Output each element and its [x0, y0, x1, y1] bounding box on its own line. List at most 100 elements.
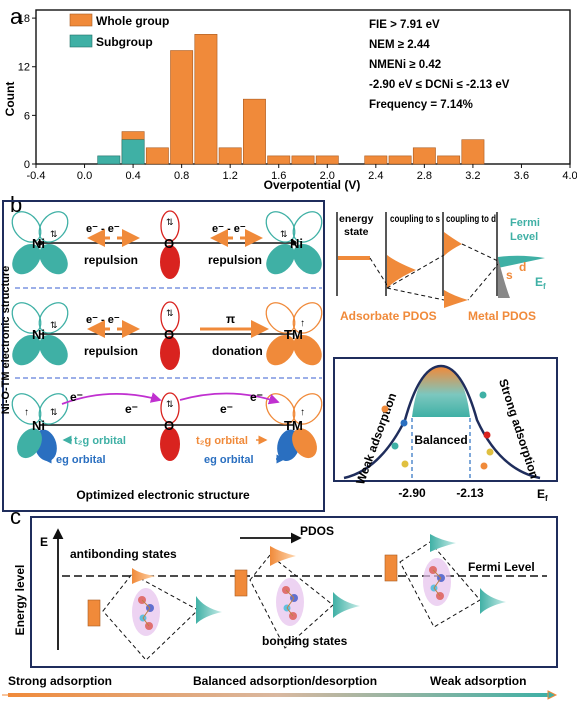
x-tick-label: 4.0 [562, 170, 577, 182]
ee-right: e⁻ - e⁻ [212, 223, 246, 235]
svg-text:↑: ↑ [24, 407, 29, 418]
weak-adsorption-label: Weak adsorption [353, 391, 399, 486]
atom-ni-row3: Ni [32, 418, 45, 433]
eg-left: eg orbital [56, 454, 106, 466]
legend-swatch-whole [69, 13, 93, 27]
energy-level-label: Energy level [13, 565, 27, 636]
criterion-nmeni: NMENi ≥ 0.42 [369, 59, 441, 71]
metal-pdos-label: Metal PDOS [468, 309, 536, 323]
atom-ni-right: Ni [290, 236, 303, 251]
hdr-coupling-s: coupling to s [390, 213, 440, 225]
bar-whole-12 [437, 155, 461, 165]
atom-o-row2: O [164, 327, 174, 342]
svg-text:⇅: ⇅ [166, 308, 174, 318]
row-1: Ni ⇅ Ni ⇅ O ⇅ e⁻ - e⁻ e⁻ - e⁻ repulsion … [11, 210, 323, 279]
spin-pair: ⇅ [50, 229, 58, 239]
bar-whole-8 [315, 155, 339, 165]
criterion-fie: FIE > 7.91 eV [369, 19, 440, 31]
balanced-adsorption-bottom: Balanced adsorption/desorption [193, 674, 377, 688]
x-tick-label: 2.4 [368, 170, 383, 182]
config-strong [87, 568, 222, 661]
bar-whole-1 [145, 147, 169, 165]
o-orbital-row1 [160, 210, 180, 279]
x-tick-label: 3.2 [465, 170, 480, 182]
e-label-3: e⁻ [220, 402, 233, 416]
hdr-energy-2: state [344, 226, 369, 238]
atom-o-row3: O [164, 418, 174, 433]
tick-minus-2-13: -2.13 [456, 486, 484, 500]
ni-o-tm-box [2, 200, 325, 512]
ee-row2: e⁻ - e⁻ [86, 314, 120, 326]
criterion-dcni: -2.90 eV ≤ DCNi ≤ -2.13 eV [369, 79, 510, 91]
bar-whole-6 [267, 155, 291, 165]
bar-whole-2 [170, 50, 194, 165]
eg-right: eg orbital [204, 454, 254, 466]
strong-adsorption-bottom: Strong adsorption [8, 674, 112, 688]
pdos-label: PDOS [300, 524, 334, 538]
t2g-right: t₂g orbital [196, 435, 248, 447]
side-label: Ni-O-TM electronic structure [0, 266, 12, 415]
bar-whole-9 [364, 155, 388, 165]
bar-sub-1 [121, 139, 145, 165]
s-label: s [506, 268, 513, 282]
fermi-label-2: Level [510, 231, 538, 243]
panel-c-box [30, 516, 558, 668]
bonding-states-label: bonding states [262, 634, 348, 648]
transfer-arc-2 [179, 392, 280, 405]
svg-text:⇅: ⇅ [166, 399, 174, 409]
tm-orbital-row3 [265, 393, 323, 461]
repulsion-row2: repulsion [84, 344, 138, 358]
legend-sub-label: Subgroup [96, 35, 153, 49]
donation-label: donation [212, 344, 263, 358]
o-orbital-row3 [160, 392, 180, 461]
bar-whole-10 [388, 155, 412, 165]
panel-a-letter: a [10, 4, 23, 29]
config-balanced [234, 546, 360, 649]
x-tick-label: 2.0 [320, 170, 335, 182]
repulsion-right: repulsion [208, 253, 262, 267]
volcano-x-label: Ef [537, 487, 548, 503]
y-tick-label: 6 [24, 110, 30, 122]
adsorption-gradient-bar [8, 693, 548, 697]
antibonding-label: antibonding states [70, 547, 177, 561]
x-axis-label: Overpotential (V) [264, 178, 361, 192]
pi-label: π [226, 312, 235, 326]
e-label-1: e⁻ [70, 390, 83, 404]
o-orbital-row2 [160, 301, 180, 370]
d-label: d [519, 260, 526, 274]
criterion-frequency: Frequency = 7.14% [369, 99, 473, 111]
repulsion-left: repulsion [84, 253, 138, 267]
balanced-label: Balanced [414, 433, 467, 447]
svg-text:⇅: ⇅ [280, 229, 288, 239]
row-2: Ni ⇅ TM ↑ O ⇅ e⁻ - e⁻ π repulsion donati… [11, 301, 323, 370]
ee-left: e⁻ - e⁻ [86, 223, 120, 235]
atom-ni-row2: Ni [32, 327, 45, 342]
bar-whole-4 [218, 147, 242, 165]
ni-orbital-row2 [11, 302, 69, 366]
volcano-curve [343, 364, 541, 480]
config-weak [384, 534, 506, 628]
svg-text:↑: ↑ [300, 318, 305, 329]
ni-orbital-row3 [11, 393, 69, 461]
e-label-4: e⁻ [250, 390, 263, 404]
y-tick-label: 18 [18, 13, 30, 25]
t2g-left: t₂g orbital [74, 435, 126, 447]
legend-whole-label: Whole group [96, 14, 169, 28]
tick-minus-2-90: -2.90 [398, 486, 426, 500]
x-tick-label: 1.2 [223, 170, 238, 182]
bar-whole-7 [291, 155, 315, 165]
energy-level-bar [338, 256, 370, 260]
x-tick-label: 0.0 [77, 170, 92, 182]
x-tick-label: 3.6 [514, 170, 529, 182]
bar-whole-5 [243, 98, 266, 165]
ni-orbital-left [11, 211, 69, 275]
weak-adsorption-bottom: Weak adsorption [430, 674, 526, 688]
x-tick-label: 1.6 [271, 170, 286, 182]
atom-tm-row3: TM [284, 418, 303, 433]
bar-whole-11 [412, 147, 436, 165]
atom-tm-row2: TM [284, 327, 303, 342]
atom-ni-left: Ni [32, 236, 45, 251]
svg-text:⇅: ⇅ [50, 320, 58, 330]
svg-text:↑: ↑ [300, 407, 305, 418]
